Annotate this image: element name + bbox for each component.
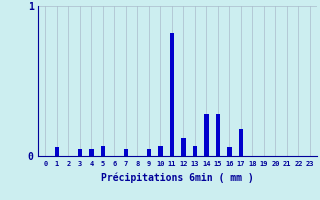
Bar — [193, 146, 197, 156]
Bar — [181, 138, 186, 156]
Bar — [77, 148, 82, 156]
Bar — [170, 33, 174, 156]
Bar — [100, 146, 105, 156]
Bar — [89, 148, 94, 156]
Bar — [204, 114, 209, 156]
Bar — [216, 114, 220, 156]
Bar — [54, 147, 59, 156]
X-axis label: Précipitations 6min ( mm ): Précipitations 6min ( mm ) — [101, 172, 254, 183]
Bar — [239, 129, 243, 156]
Bar — [147, 148, 151, 156]
Bar — [227, 147, 232, 156]
Bar — [158, 146, 163, 156]
Bar — [124, 148, 128, 156]
